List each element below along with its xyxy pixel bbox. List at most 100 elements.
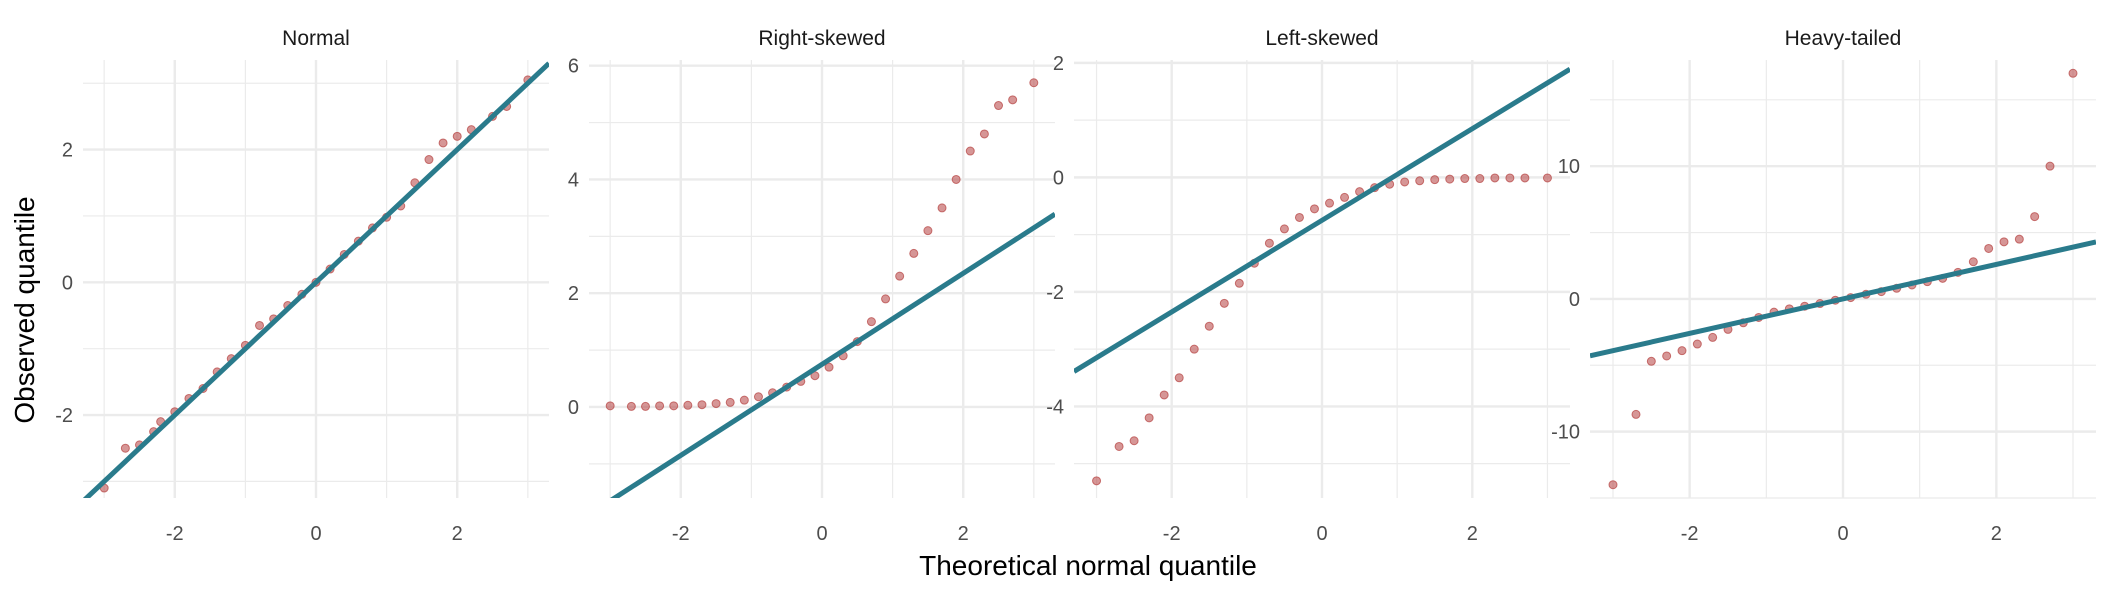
- data-point: [1174, 373, 1184, 383]
- data-point: [1520, 173, 1530, 183]
- panel-normal: -2 0 2 -2 0 2 Normal: [55, 27, 549, 545]
- data-point: [1189, 344, 1199, 354]
- data-point: [1092, 476, 1102, 486]
- panel-plot-area: [83, 61, 549, 498]
- data-point: [1475, 174, 1485, 184]
- panels-layer: -2 0 2 -2 0 2 Normal -2 0 2 0 2 4 6 Right-skewed -2 0 2 -4…: [55, 27, 2096, 545]
- data-point: [1445, 174, 1455, 184]
- data-point: [1008, 95, 1018, 105]
- data-point: [452, 131, 462, 141]
- data-point: [1505, 173, 1515, 183]
- data-point: [1646, 356, 1656, 366]
- y-tick-label: -10: [1551, 422, 1580, 444]
- y-tick-label: 2: [1053, 53, 1064, 75]
- data-point: [824, 362, 834, 372]
- data-point: [1662, 351, 1672, 361]
- panel-title: Normal: [282, 27, 350, 50]
- data-point: [1264, 238, 1274, 248]
- y-tick-label: 2: [568, 283, 579, 305]
- data-point: [2045, 161, 2055, 171]
- x-tick-label: -2: [1163, 523, 1181, 545]
- reference-line: [1590, 239, 2096, 359]
- data-point: [1204, 321, 1214, 331]
- data-point: [1325, 198, 1335, 208]
- data-point: [1542, 173, 1552, 183]
- y-tick-label: -4: [1046, 396, 1064, 418]
- data-point: [1279, 224, 1289, 234]
- data-point: [965, 146, 975, 156]
- data-point: [895, 271, 905, 281]
- data-point: [1984, 243, 1994, 253]
- data-point: [1219, 298, 1229, 308]
- data-point: [683, 400, 693, 410]
- data-point: [1460, 174, 1470, 184]
- data-point: [626, 401, 636, 411]
- data-point: [994, 101, 1004, 111]
- panel-title: Heavy-tailed: [1785, 27, 1902, 50]
- data-point: [2014, 234, 2024, 244]
- data-point: [438, 138, 448, 148]
- data-point: [669, 401, 679, 411]
- data-point: [1340, 192, 1350, 202]
- y-tick-label: 4: [568, 169, 579, 191]
- data-point: [1159, 390, 1169, 400]
- x-tick-label: 2: [958, 523, 969, 545]
- data-point: [1631, 409, 1641, 419]
- x-tick-label: 2: [452, 523, 463, 545]
- data-point: [1029, 78, 1039, 88]
- panel-plot-area: [1590, 68, 2096, 490]
- x-tick-label: -2: [672, 523, 690, 545]
- data-point: [1677, 346, 1687, 356]
- y-tick-label: 0: [62, 272, 73, 294]
- y-tick-label: -2: [55, 405, 73, 427]
- data-point: [1708, 332, 1718, 342]
- panel-plot-area: [1074, 67, 1570, 486]
- x-axis-title: Theoretical normal quantile: [919, 550, 1257, 581]
- data-point: [1129, 436, 1139, 446]
- data-point: [1294, 212, 1304, 222]
- data-point: [923, 226, 933, 236]
- panel-title: Right-skewed: [758, 27, 885, 50]
- data-point: [120, 443, 130, 453]
- data-point: [1400, 177, 1410, 187]
- x-tick-label: 0: [1316, 523, 1327, 545]
- x-tick-label: 2: [1991, 523, 2002, 545]
- x-tick-label: 0: [1837, 523, 1848, 545]
- data-point: [640, 401, 650, 411]
- x-tick-label: 0: [816, 523, 827, 545]
- data-point: [1430, 175, 1440, 185]
- y-tick-label: 6: [568, 56, 579, 78]
- data-point: [2068, 68, 2078, 78]
- x-tick-label: -2: [166, 523, 184, 545]
- y-tick-label: 0: [1053, 167, 1064, 189]
- data-point: [1309, 204, 1319, 214]
- data-point: [979, 129, 989, 139]
- data-point: [909, 248, 919, 258]
- data-point: [881, 294, 891, 304]
- panel-left-skewed: -2 0 2 -4 -2 0 2 Left-skewed: [1046, 27, 1570, 545]
- x-tick-label: 2: [1467, 523, 1478, 545]
- data-point: [1608, 480, 1618, 490]
- panel-title: Left-skewed: [1265, 27, 1378, 50]
- data-point: [753, 392, 763, 402]
- y-axis-title: Observed quantile: [9, 196, 40, 423]
- data-point: [1692, 339, 1702, 349]
- data-point: [1144, 413, 1154, 423]
- data-point: [1234, 278, 1244, 288]
- panel-plot-area: [605, 78, 1055, 498]
- data-point: [1415, 176, 1425, 186]
- data-point: [1968, 257, 1978, 267]
- y-tick-label: 10: [1558, 156, 1580, 178]
- data-point: [1114, 441, 1124, 451]
- data-point: [937, 203, 947, 213]
- y-tick-label: 0: [568, 397, 579, 419]
- data-point: [739, 395, 749, 405]
- y-tick-label: 2: [62, 140, 73, 162]
- panel-heavy-tailed: -2 0 2 -10 0 10 Heavy-tailed: [1551, 27, 2096, 545]
- data-point: [424, 155, 434, 165]
- data-point: [951, 174, 961, 184]
- panel-right-skewed: -2 0 2 0 2 4 6 Right-skewed: [568, 27, 1055, 545]
- data-point: [2030, 212, 2040, 222]
- reference-line: [609, 212, 1055, 498]
